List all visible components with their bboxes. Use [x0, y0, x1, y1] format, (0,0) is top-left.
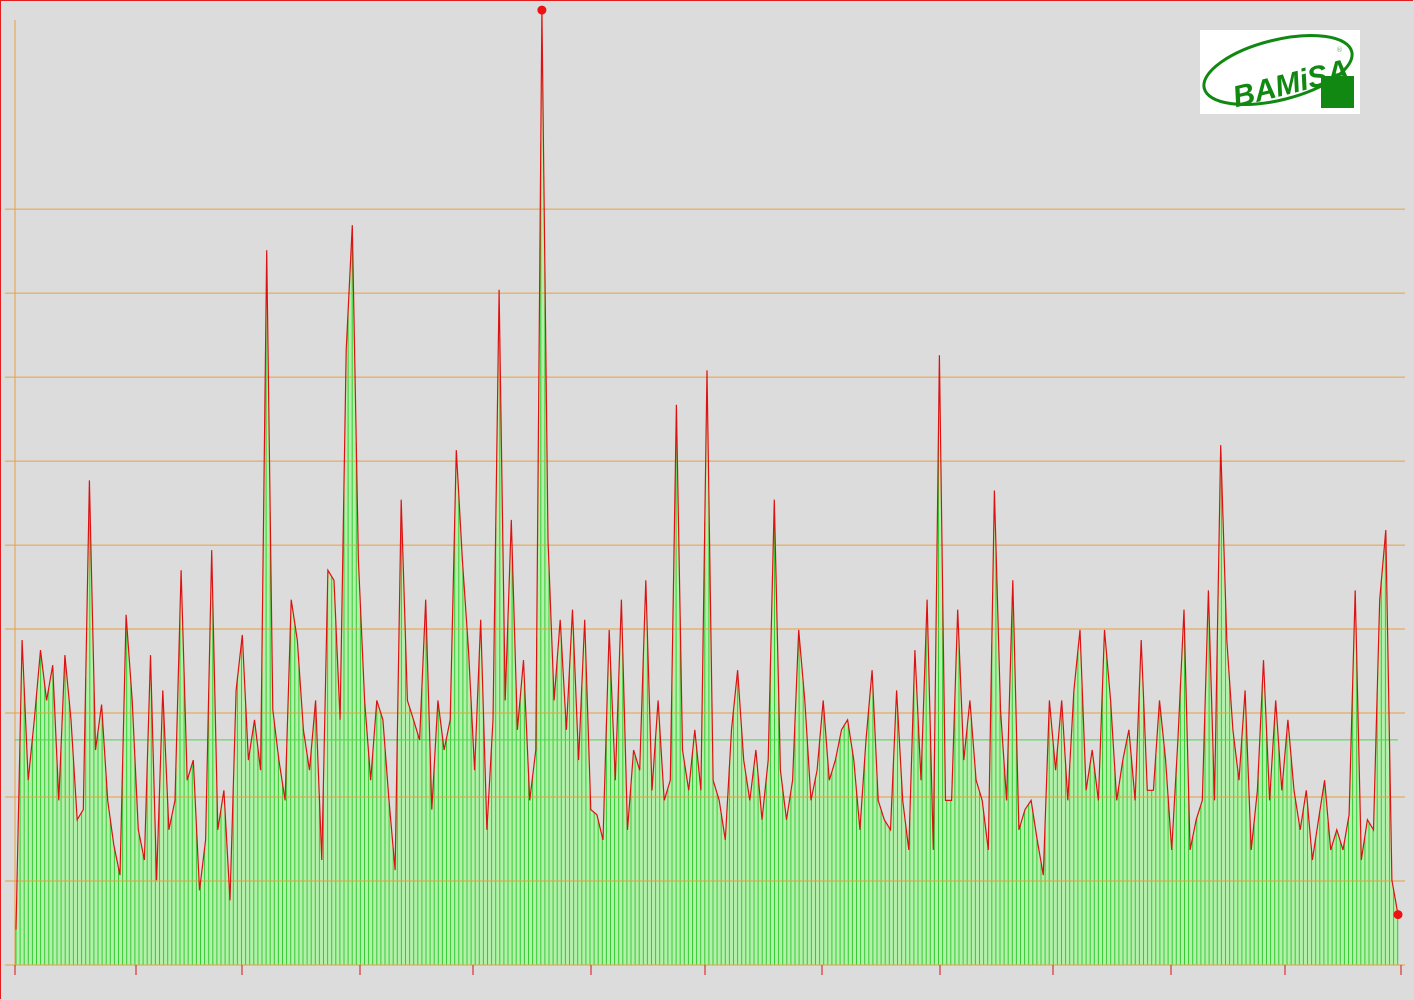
bamisa-logo: BAMiSA ® — [1200, 30, 1360, 114]
last-value-marker — [1393, 910, 1403, 920]
series-line — [15, 10, 1399, 930]
area-fill — [16, 10, 1398, 966]
max-marker — [537, 5, 547, 15]
logo-graphic: BAMiSA ® — [1202, 34, 1354, 114]
svg-text:®: ® — [1336, 46, 1343, 54]
